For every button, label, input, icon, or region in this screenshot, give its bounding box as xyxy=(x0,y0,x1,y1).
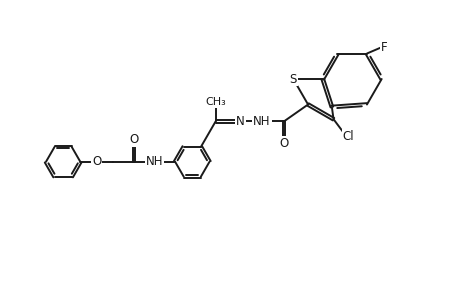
Text: Cl: Cl xyxy=(341,130,353,143)
Text: O: O xyxy=(129,133,138,146)
Text: NH: NH xyxy=(146,155,163,168)
Text: CH₃: CH₃ xyxy=(205,97,225,107)
Text: O: O xyxy=(92,155,101,168)
Text: O: O xyxy=(279,137,288,150)
Text: F: F xyxy=(381,41,387,54)
Text: NH: NH xyxy=(252,115,270,128)
Text: N: N xyxy=(236,115,245,128)
Text: S: S xyxy=(289,73,297,85)
